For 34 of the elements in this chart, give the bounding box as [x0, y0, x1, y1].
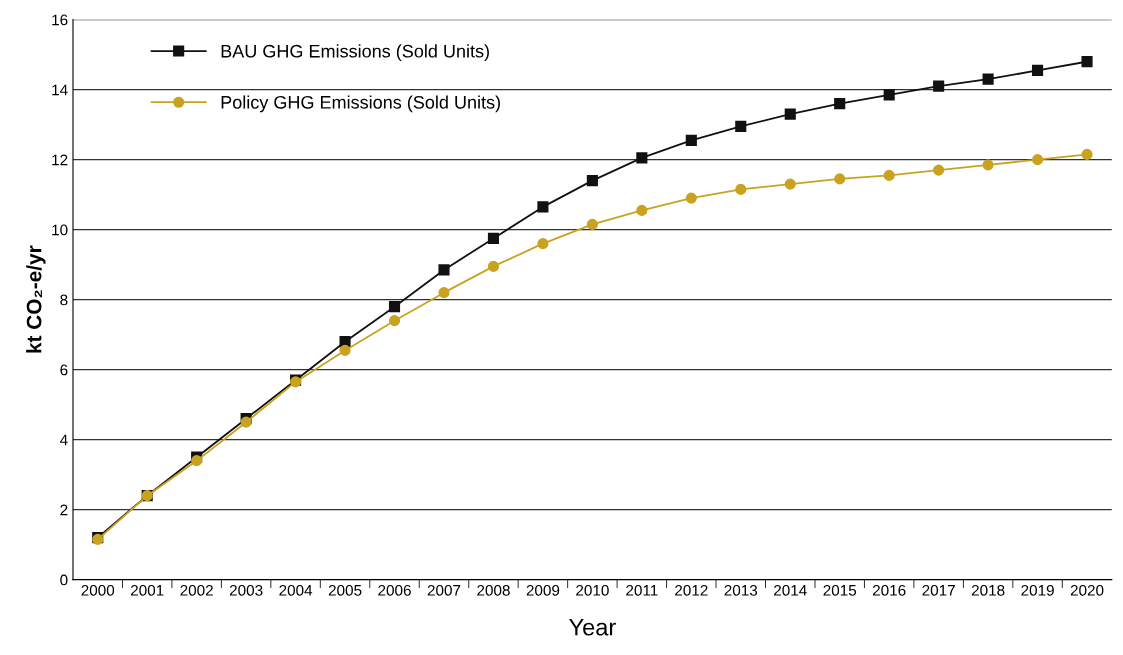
- x-tick-label: 2017: [922, 584, 955, 596]
- y-tick-label: 2: [60, 504, 68, 516]
- x-tick-label: 2004: [279, 584, 313, 596]
- y-tick-label: 4: [59, 434, 68, 446]
- y-tick-label: 0: [60, 574, 68, 586]
- x-tick-label: 2016: [872, 584, 906, 596]
- legend-label: BAU GHG Emissions (Sold Units): [221, 44, 489, 62]
- x-tick-label: 2002: [180, 584, 213, 596]
- x-tick-label: 2020: [1070, 584, 1104, 596]
- x-axis-title: Year: [569, 619, 616, 636]
- x-tick-label: 2018: [971, 584, 1005, 596]
- y-axis-title: kt CO₂-e/yr: [26, 245, 46, 353]
- x-tick-label: 2015: [823, 584, 857, 596]
- x-tick-label: 2011: [626, 584, 658, 596]
- x-tick-label: 2003: [229, 584, 263, 596]
- y-tick-label: 12: [52, 154, 68, 166]
- x-tick-label: 2013: [724, 584, 758, 596]
- x-tick-label: 2001: [130, 584, 164, 596]
- y-tick-label: 6: [60, 364, 68, 376]
- x-tick-label: 2007: [427, 584, 461, 596]
- x-tick-label: 2019: [1021, 584, 1054, 596]
- y-tick-label: 8: [60, 294, 68, 306]
- y-tick-label: 14: [52, 84, 68, 96]
- x-tick-label: 2010: [576, 584, 609, 596]
- y-tick-label: 16: [52, 14, 68, 26]
- x-tick-label: 2012: [675, 584, 708, 596]
- y-tick-label: 10: [52, 224, 68, 236]
- x-tick-label: 2009: [526, 584, 560, 596]
- legend-label: Policy GHG Emissions (Sold Units): [221, 95, 500, 113]
- x-tick-label: 2005: [328, 584, 362, 596]
- x-tick-label: 2000: [81, 584, 115, 596]
- x-tick-label: 2014: [774, 584, 807, 596]
- x-tick-label: 2008: [477, 584, 510, 596]
- x-tick-label: 2006: [378, 584, 411, 596]
